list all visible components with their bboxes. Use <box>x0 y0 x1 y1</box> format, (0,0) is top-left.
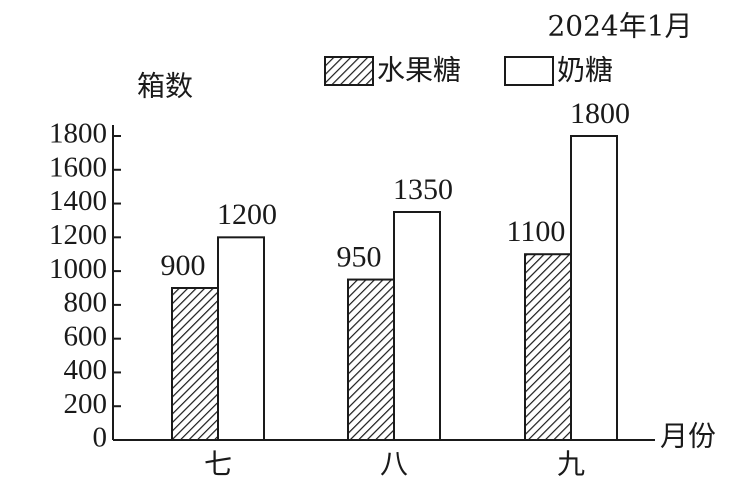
bar <box>524 253 572 441</box>
y-tick-label: 400 <box>64 354 108 386</box>
value-label: 950 <box>337 240 382 273</box>
value-label: 1350 <box>393 173 453 206</box>
bar <box>217 236 265 441</box>
y-axis-label: 箱数 <box>137 70 193 103</box>
bar <box>393 211 441 441</box>
x-tick-label: 八 <box>380 448 408 481</box>
y-tick-label: 1400 <box>49 185 107 217</box>
y-tick-label: 1600 <box>49 151 107 183</box>
value-label: 900 <box>161 249 206 282</box>
y-tick-label: 600 <box>64 320 108 352</box>
x-tick-label: 七 <box>204 448 232 481</box>
legend-swatch <box>504 56 554 86</box>
x-tick-label: 九 <box>557 448 585 481</box>
legend-label: 奶糖 <box>557 54 613 87</box>
x-axis-label: 月份 <box>660 420 716 453</box>
value-label: 1200 <box>217 198 277 231</box>
bar <box>171 287 219 441</box>
legend-label: 水果糖 <box>377 54 461 87</box>
y-tick-label: 1000 <box>49 253 107 285</box>
bar <box>570 135 618 441</box>
y-tick-label: 0 <box>93 422 108 454</box>
value-label: 1100 <box>507 215 566 248</box>
y-tick-label: 800 <box>64 287 108 319</box>
y-tick-label: 1800 <box>49 118 107 150</box>
chart-title: 2024年1月 <box>547 10 692 43</box>
y-tick-label: 200 <box>64 388 108 420</box>
y-tick-label: 1200 <box>49 219 107 251</box>
value-label: 1800 <box>570 97 630 130</box>
bar <box>347 278 395 441</box>
legend-swatch <box>324 56 374 86</box>
